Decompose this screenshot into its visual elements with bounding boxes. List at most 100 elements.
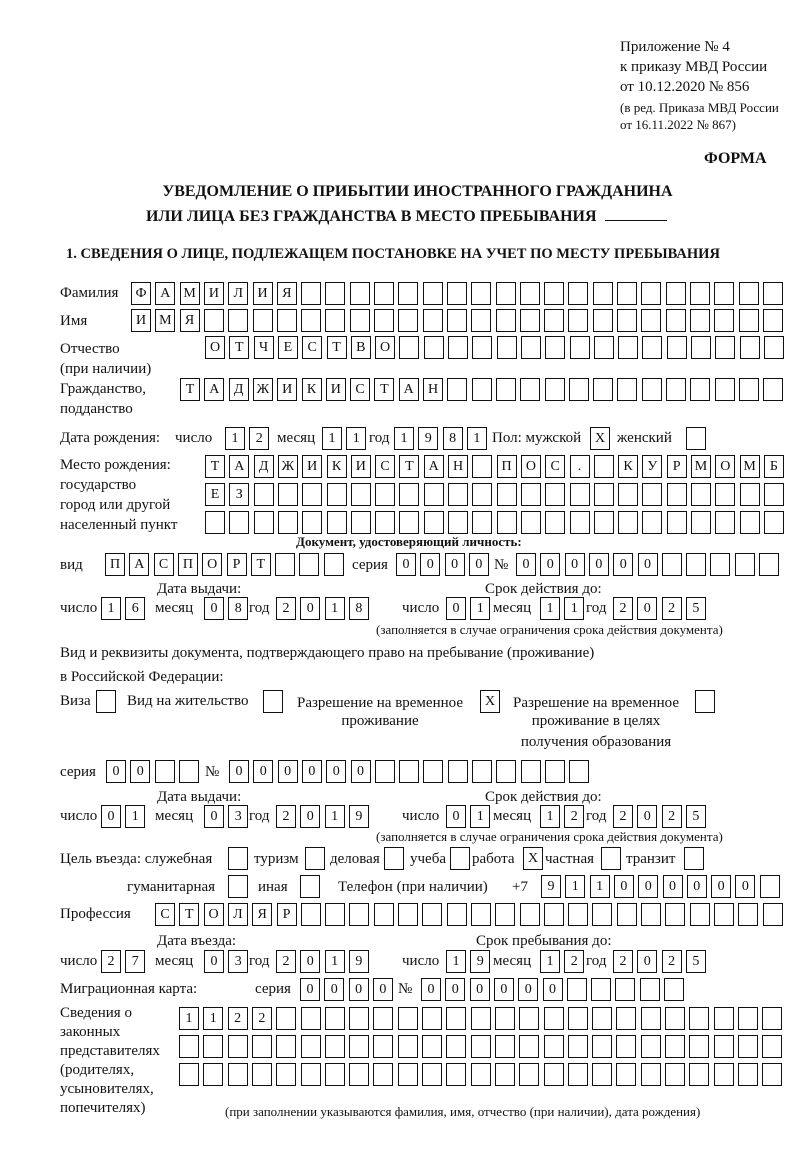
char-cell[interactable]: Т — [180, 378, 200, 401]
char-cell[interactable] — [373, 1007, 394, 1030]
char-cell[interactable]: 5 — [685, 950, 706, 973]
char-cell[interactable]: 1 — [540, 805, 560, 828]
char-cell[interactable]: 1 — [470, 805, 491, 828]
char-cell[interactable] — [373, 1035, 394, 1058]
char-cell[interactable] — [639, 978, 660, 1001]
char-cell[interactable] — [301, 309, 322, 332]
char-cell[interactable] — [686, 553, 707, 576]
char-cell[interactable] — [350, 483, 371, 506]
char-cell[interactable] — [302, 483, 323, 506]
char-cell[interactable] — [739, 336, 760, 359]
char-cell[interactable]: Т — [229, 336, 250, 359]
char-cell[interactable]: А — [229, 455, 250, 478]
char-cell[interactable] — [617, 282, 637, 305]
char-cell[interactable] — [301, 282, 322, 305]
char-cell[interactable] — [763, 511, 784, 534]
char-cell[interactable] — [569, 760, 590, 783]
char-cell[interactable]: 1 — [394, 427, 414, 450]
char-cell[interactable] — [715, 483, 736, 506]
char-cell[interactable]: 9 — [418, 427, 439, 450]
char-cell[interactable]: Я — [276, 282, 297, 305]
char-cell[interactable] — [277, 483, 298, 506]
char-cell[interactable] — [471, 309, 492, 332]
char-cell[interactable] — [689, 282, 710, 305]
char-cell[interactable]: А — [129, 553, 150, 576]
checkbox-cell[interactable] — [228, 875, 248, 898]
char-cell[interactable] — [446, 282, 467, 305]
char-cell[interactable]: 3 — [228, 805, 249, 828]
char-cell[interactable]: М — [691, 455, 711, 478]
char-cell[interactable] — [275, 553, 296, 576]
char-cell[interactable] — [738, 282, 759, 305]
char-cell[interactable] — [689, 309, 710, 332]
char-cell[interactable] — [545, 336, 566, 359]
char-cell[interactable] — [616, 903, 637, 926]
char-cell[interactable] — [543, 1063, 564, 1086]
char-cell[interactable] — [276, 1007, 297, 1030]
char-cell[interactable] — [519, 309, 540, 332]
char-cell[interactable]: И — [252, 282, 273, 305]
char-cell[interactable] — [544, 760, 565, 783]
char-cell[interactable] — [763, 378, 784, 401]
char-cell[interactable] — [737, 1007, 758, 1030]
char-cell[interactable] — [543, 1035, 564, 1058]
char-cell[interactable] — [737, 1035, 758, 1058]
char-cell[interactable]: Ч — [253, 336, 274, 359]
char-cell[interactable] — [373, 1063, 394, 1086]
char-cell[interactable] — [567, 1063, 588, 1086]
char-cell[interactable]: С — [155, 903, 175, 926]
char-cell[interactable] — [397, 1007, 418, 1030]
char-cell[interactable] — [691, 511, 711, 534]
char-cell[interactable] — [641, 378, 662, 401]
char-cell[interactable] — [641, 309, 662, 332]
char-cell[interactable]: Т — [374, 378, 395, 401]
char-cell[interactable]: Ф — [131, 282, 151, 305]
char-cell[interactable] — [446, 309, 467, 332]
char-cell[interactable] — [661, 553, 682, 576]
char-cell[interactable] — [710, 553, 731, 576]
char-cell[interactable] — [592, 1007, 613, 1030]
char-cell[interactable]: 1 — [470, 597, 491, 620]
char-cell[interactable] — [252, 309, 273, 332]
char-cell[interactable] — [448, 483, 468, 506]
char-cell[interactable] — [640, 1063, 661, 1086]
char-cell[interactable] — [472, 336, 493, 359]
char-cell[interactable] — [349, 1063, 370, 1086]
char-cell[interactable] — [399, 483, 420, 506]
char-cell[interactable]: С — [375, 455, 396, 478]
char-cell[interactable]: 2 — [613, 950, 633, 973]
char-cell[interactable] — [302, 511, 323, 534]
char-cell[interactable]: 0 — [588, 553, 609, 576]
char-cell[interactable] — [349, 1035, 370, 1058]
char-cell[interactable]: 8 — [228, 597, 249, 620]
char-cell[interactable]: 0 — [277, 760, 298, 783]
char-cell[interactable] — [691, 336, 711, 359]
char-cell[interactable] — [324, 1035, 345, 1058]
char-cell[interactable]: 0 — [420, 553, 441, 576]
char-cell[interactable]: С — [302, 336, 323, 359]
char-cell[interactable]: 0 — [542, 978, 563, 1001]
char-cell[interactable]: 0 — [638, 875, 659, 898]
char-cell[interactable]: 0 — [445, 978, 466, 1001]
char-cell[interactable] — [470, 1007, 491, 1030]
char-cell[interactable] — [471, 282, 492, 305]
char-cell[interactable]: З — [229, 483, 250, 506]
char-cell[interactable]: К — [326, 455, 347, 478]
char-cell[interactable] — [470, 1035, 491, 1058]
char-cell[interactable]: 0 — [444, 553, 465, 576]
char-cell[interactable]: 8 — [442, 427, 463, 450]
char-cell[interactable]: 7 — [125, 950, 146, 973]
char-cell[interactable] — [713, 1035, 734, 1058]
char-cell[interactable]: А — [423, 455, 444, 478]
char-cell[interactable] — [448, 511, 468, 534]
char-cell[interactable]: 0 — [735, 875, 756, 898]
char-cell[interactable] — [300, 903, 321, 926]
char-cell[interactable] — [519, 1035, 540, 1058]
char-cell[interactable]: 9 — [348, 950, 369, 973]
char-cell[interactable]: 0 — [348, 978, 369, 1001]
char-cell[interactable] — [399, 760, 420, 783]
char-cell[interactable] — [496, 483, 517, 506]
char-cell[interactable] — [422, 282, 443, 305]
char-cell[interactable]: 9 — [470, 950, 491, 973]
char-cell[interactable] — [592, 1063, 613, 1086]
